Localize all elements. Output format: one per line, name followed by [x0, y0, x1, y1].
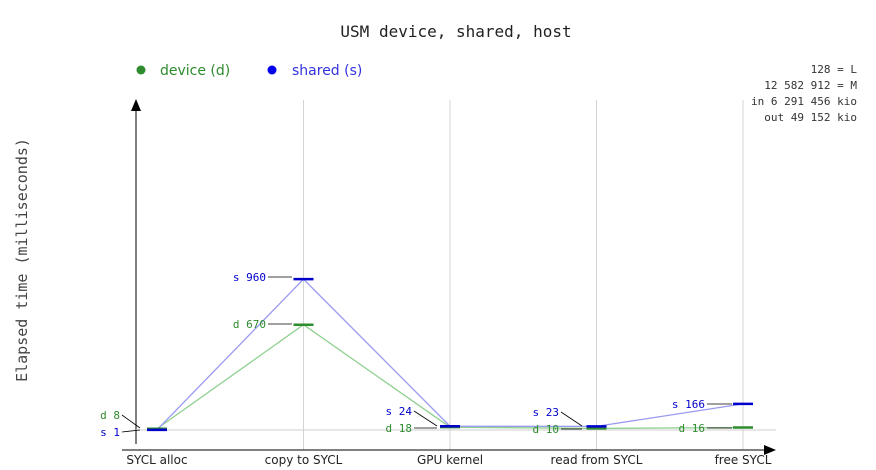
label-leader	[560, 411, 583, 427]
legend: device (d) shared (s)	[136, 63, 362, 79]
label-leader	[413, 410, 438, 427]
info-box: 128 = L 12 582 912 = M in 6 291 456 kio …	[751, 63, 857, 124]
data-label: s 23	[533, 406, 560, 419]
data-label: d 16	[679, 422, 706, 435]
chart-title: USM device, shared, host	[340, 22, 571, 41]
x-tick-labels: SYCL alloc copy to SYCL GPU kernel read fro…	[126, 453, 771, 467]
data-label: d 10	[533, 423, 560, 436]
legend-label-shared: shared (s)	[292, 63, 362, 79]
data-label: d 18	[386, 422, 413, 435]
info-line: 128 = L	[811, 63, 858, 76]
label-leader	[121, 429, 141, 433]
y-axis-label: Elapsed time (milliseconds)	[13, 138, 31, 382]
axes	[122, 99, 776, 455]
data-label: s 960	[233, 271, 266, 284]
label-leader	[121, 414, 141, 429]
legend-marker-device	[136, 65, 146, 75]
data-label: d 670	[233, 318, 266, 331]
grid	[303, 100, 744, 450]
y-axis-arrow	[131, 99, 141, 111]
x-tick-label: copy to SYCL	[265, 453, 343, 467]
x-tick-label: GPU kernel	[417, 453, 483, 467]
info-line: in 6 291 456 kio	[751, 95, 857, 108]
x-axis-arrow	[764, 445, 776, 455]
data-label: d 8	[100, 409, 120, 422]
data-label: s 1	[100, 426, 120, 439]
series-marks: d 8 s 1 s 960 d 670 s 24 d 18 s 23 d 10 s 166 d 1…	[100, 271, 753, 439]
x-tick-label: SYCL alloc	[126, 453, 187, 467]
x-tick-label: read from SYCL	[551, 453, 643, 467]
data-label: s 166	[672, 398, 705, 411]
data-label: s 24	[386, 405, 413, 418]
info-line: 12 582 912 = M	[764, 79, 857, 92]
x-tick-label: free SYCL	[715, 453, 772, 467]
legend-marker-shared	[267, 65, 277, 75]
info-line: out 49 152 kio	[764, 111, 857, 124]
legend-label-device: device (d)	[160, 63, 230, 79]
